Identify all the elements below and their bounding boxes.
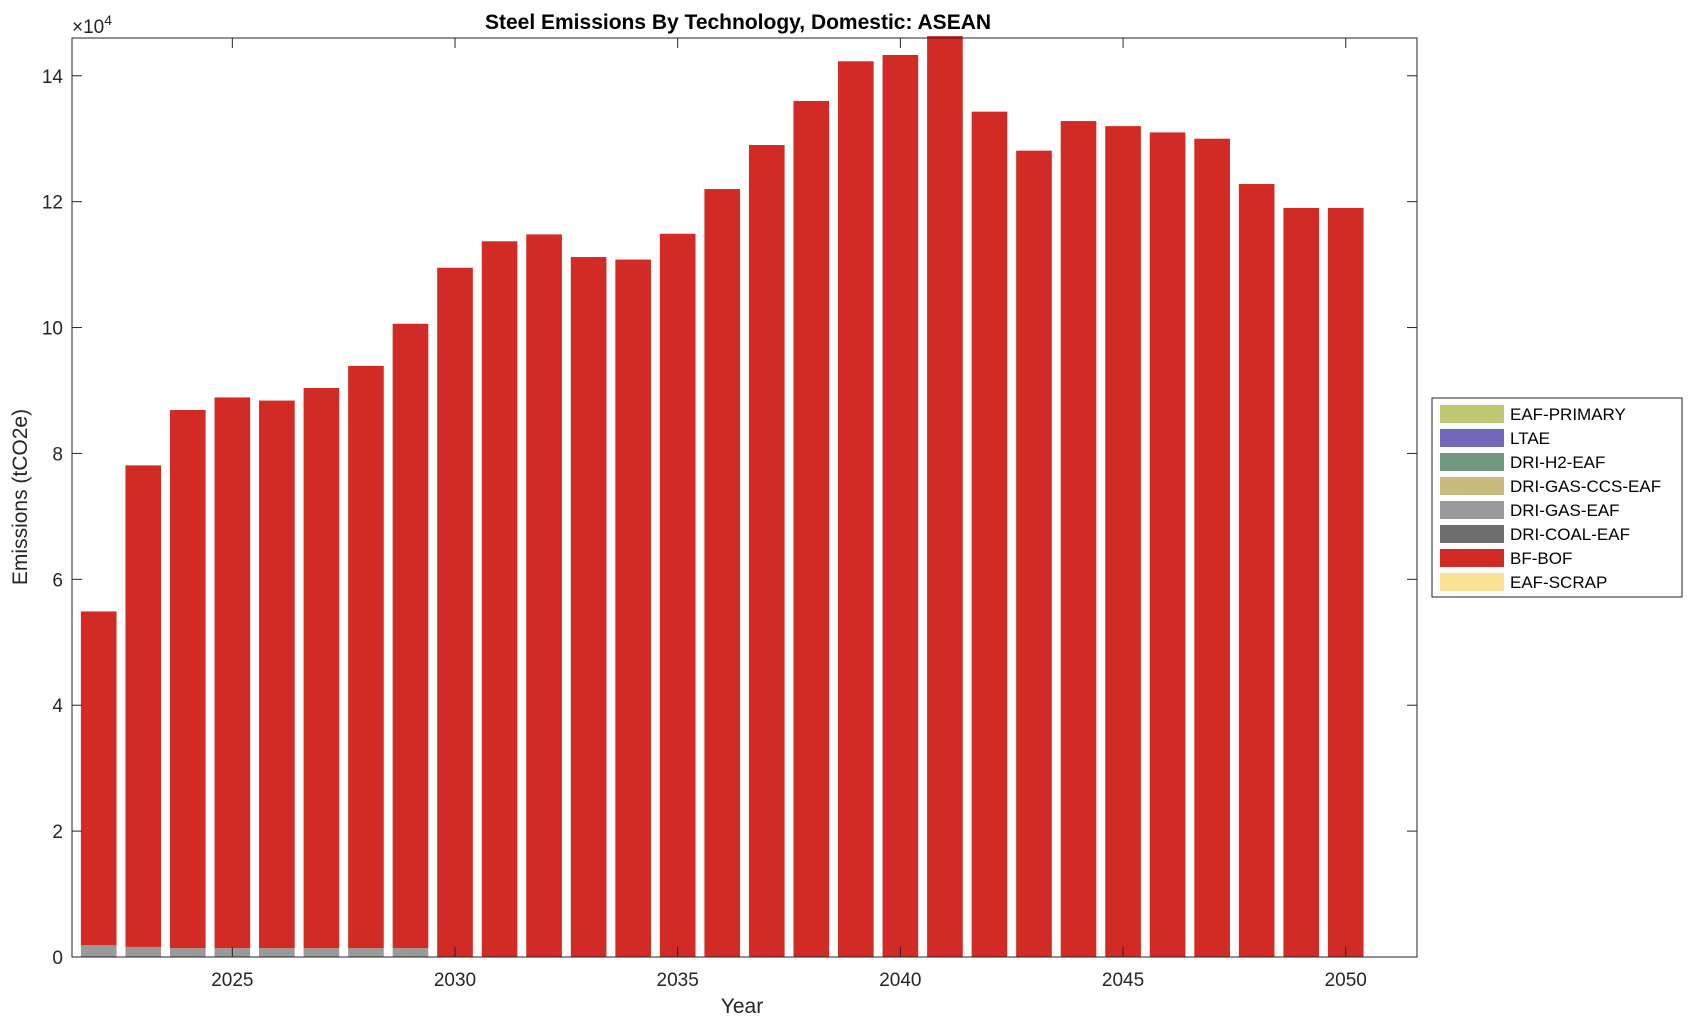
x-tick-label: 2045	[1102, 970, 1144, 991]
bar-bf-bof-2026	[259, 400, 295, 949]
bar-bf-bof-2044	[1060, 121, 1097, 958]
bar-bf-bof-2039	[838, 61, 874, 958]
bar-bf-bof-2031	[481, 241, 518, 957]
legend-label-dri-gas-ccs-eaf: DRI-GAS-CCS-EAF	[1510, 477, 1661, 496]
legend-swatch-dri-h2-eaf	[1440, 453, 1504, 471]
legend-label-dri-gas-eaf: DRI-GAS-EAF	[1510, 501, 1620, 520]
y-exponent-label: ×104	[72, 12, 112, 38]
bar-bf-bof-2024	[169, 410, 206, 949]
legend-swatch-dri-gas-eaf	[1440, 501, 1504, 519]
bar-dri-gas-eaf-2028	[348, 948, 384, 957]
y-axis-label: Emissions (tCO2e)	[9, 409, 32, 585]
bar-bf-bof-2034	[615, 259, 651, 957]
plot-frame	[71, 37, 1418, 958]
bar-bf-bof-2049	[1283, 207, 1320, 957]
bar-bf-bof-2041	[927, 36, 963, 958]
chart-title: Steel Emissions By Technology, Domestic:…	[485, 11, 991, 34]
bar-dri-gas-eaf-2023	[125, 946, 162, 957]
bar-dri-gas-eaf-2026	[259, 948, 295, 957]
bar-bf-bof-2045	[1105, 126, 1141, 958]
y-tick-label: 2	[52, 822, 63, 843]
x-tick-label: 2025	[211, 970, 253, 991]
bar-dri-gas-eaf-2024	[169, 948, 206, 957]
y-tick-label: 10	[42, 319, 63, 340]
y-tick-label: 8	[52, 444, 63, 465]
bar-bf-bof-2043	[1016, 150, 1052, 958]
bar-bf-bof-2038	[793, 100, 830, 957]
bar-dri-gas-eaf-2027	[303, 948, 340, 957]
legend-swatch-bf-bof	[1440, 549, 1504, 567]
legend-label-eaf-scrap: EAF-SCRAP	[1510, 573, 1607, 592]
bar-bf-bof-2050	[1327, 207, 1364, 957]
legend: EAF-PRIMARY LTAE DRI-H2-EAF DRI-GAS-CCS-EAF…	[1431, 397, 1683, 598]
bars-group	[80, 36, 1364, 958]
y-tick-label: 0	[52, 948, 63, 969]
bar-bf-bof-2036	[704, 189, 741, 957]
legend-label-ltae: LTAE	[1510, 429, 1550, 448]
x-tick-label: 2035	[657, 970, 699, 991]
bar-bf-bof-2023	[125, 465, 162, 947]
legend-label-eaf-primary: EAF-PRIMARY	[1510, 405, 1626, 424]
y-tick-label: 6	[52, 570, 63, 591]
legend-swatch-dri-gas-ccs-eaf	[1440, 477, 1504, 495]
bar-bf-bof-2040	[882, 55, 919, 957]
legend-swatch-eaf-scrap	[1440, 573, 1504, 591]
bar-dri-gas-eaf-2022	[80, 945, 117, 957]
bar-bf-bof-2046	[1149, 132, 1186, 958]
y-tick-label: 4	[52, 696, 63, 717]
y-exponent-base: ×10	[72, 17, 104, 38]
legend-swatch-eaf-primary	[1440, 405, 1504, 423]
x-tick-label: 2050	[1325, 970, 1367, 991]
bar-bf-bof-2042	[971, 111, 1008, 957]
bar-bf-bof-2032	[526, 234, 562, 957]
x-tick-label: 2040	[879, 970, 921, 991]
bar-bf-bof-2037	[748, 145, 785, 957]
bar-bf-bof-2033	[570, 257, 607, 957]
bar-bf-bof-2022	[80, 611, 117, 946]
bar-bf-bof-2035	[659, 233, 696, 957]
bar-bf-bof-2029	[392, 323, 429, 949]
plot-area	[72, 38, 1417, 957]
bar-dri-gas-eaf-2029	[392, 948, 429, 957]
legend-label-dri-coal-eaf: DRI-COAL-EAF	[1510, 525, 1630, 544]
bar-bf-bof-2025	[214, 397, 251, 949]
bar-bf-bof-2047	[1194, 138, 1230, 957]
legend-swatch-dri-coal-eaf	[1440, 525, 1504, 543]
legend-label-bf-bof: BF-BOF	[1510, 549, 1572, 568]
bar-bf-bof-2048	[1238, 184, 1275, 957]
legend-swatch-ltae	[1440, 429, 1504, 447]
legend-label-dri-h2-eaf: DRI-H2-EAF	[1510, 453, 1605, 472]
bar-bf-bof-2030	[437, 267, 473, 957]
y-tick-label: 14	[42, 67, 64, 88]
ticks-group: 2025 2030 2035 2040 2045 2050 0 2 4 6 8 10 12 14	[42, 38, 1417, 991]
x-axis-label: Year	[721, 995, 763, 1018]
bar-bf-bof-2028	[348, 365, 384, 949]
x-tick-label: 2030	[434, 970, 476, 991]
bar-bf-bof-2027	[303, 387, 340, 949]
y-tick-label: 12	[42, 193, 63, 214]
y-exponent-power: 4	[104, 12, 112, 28]
